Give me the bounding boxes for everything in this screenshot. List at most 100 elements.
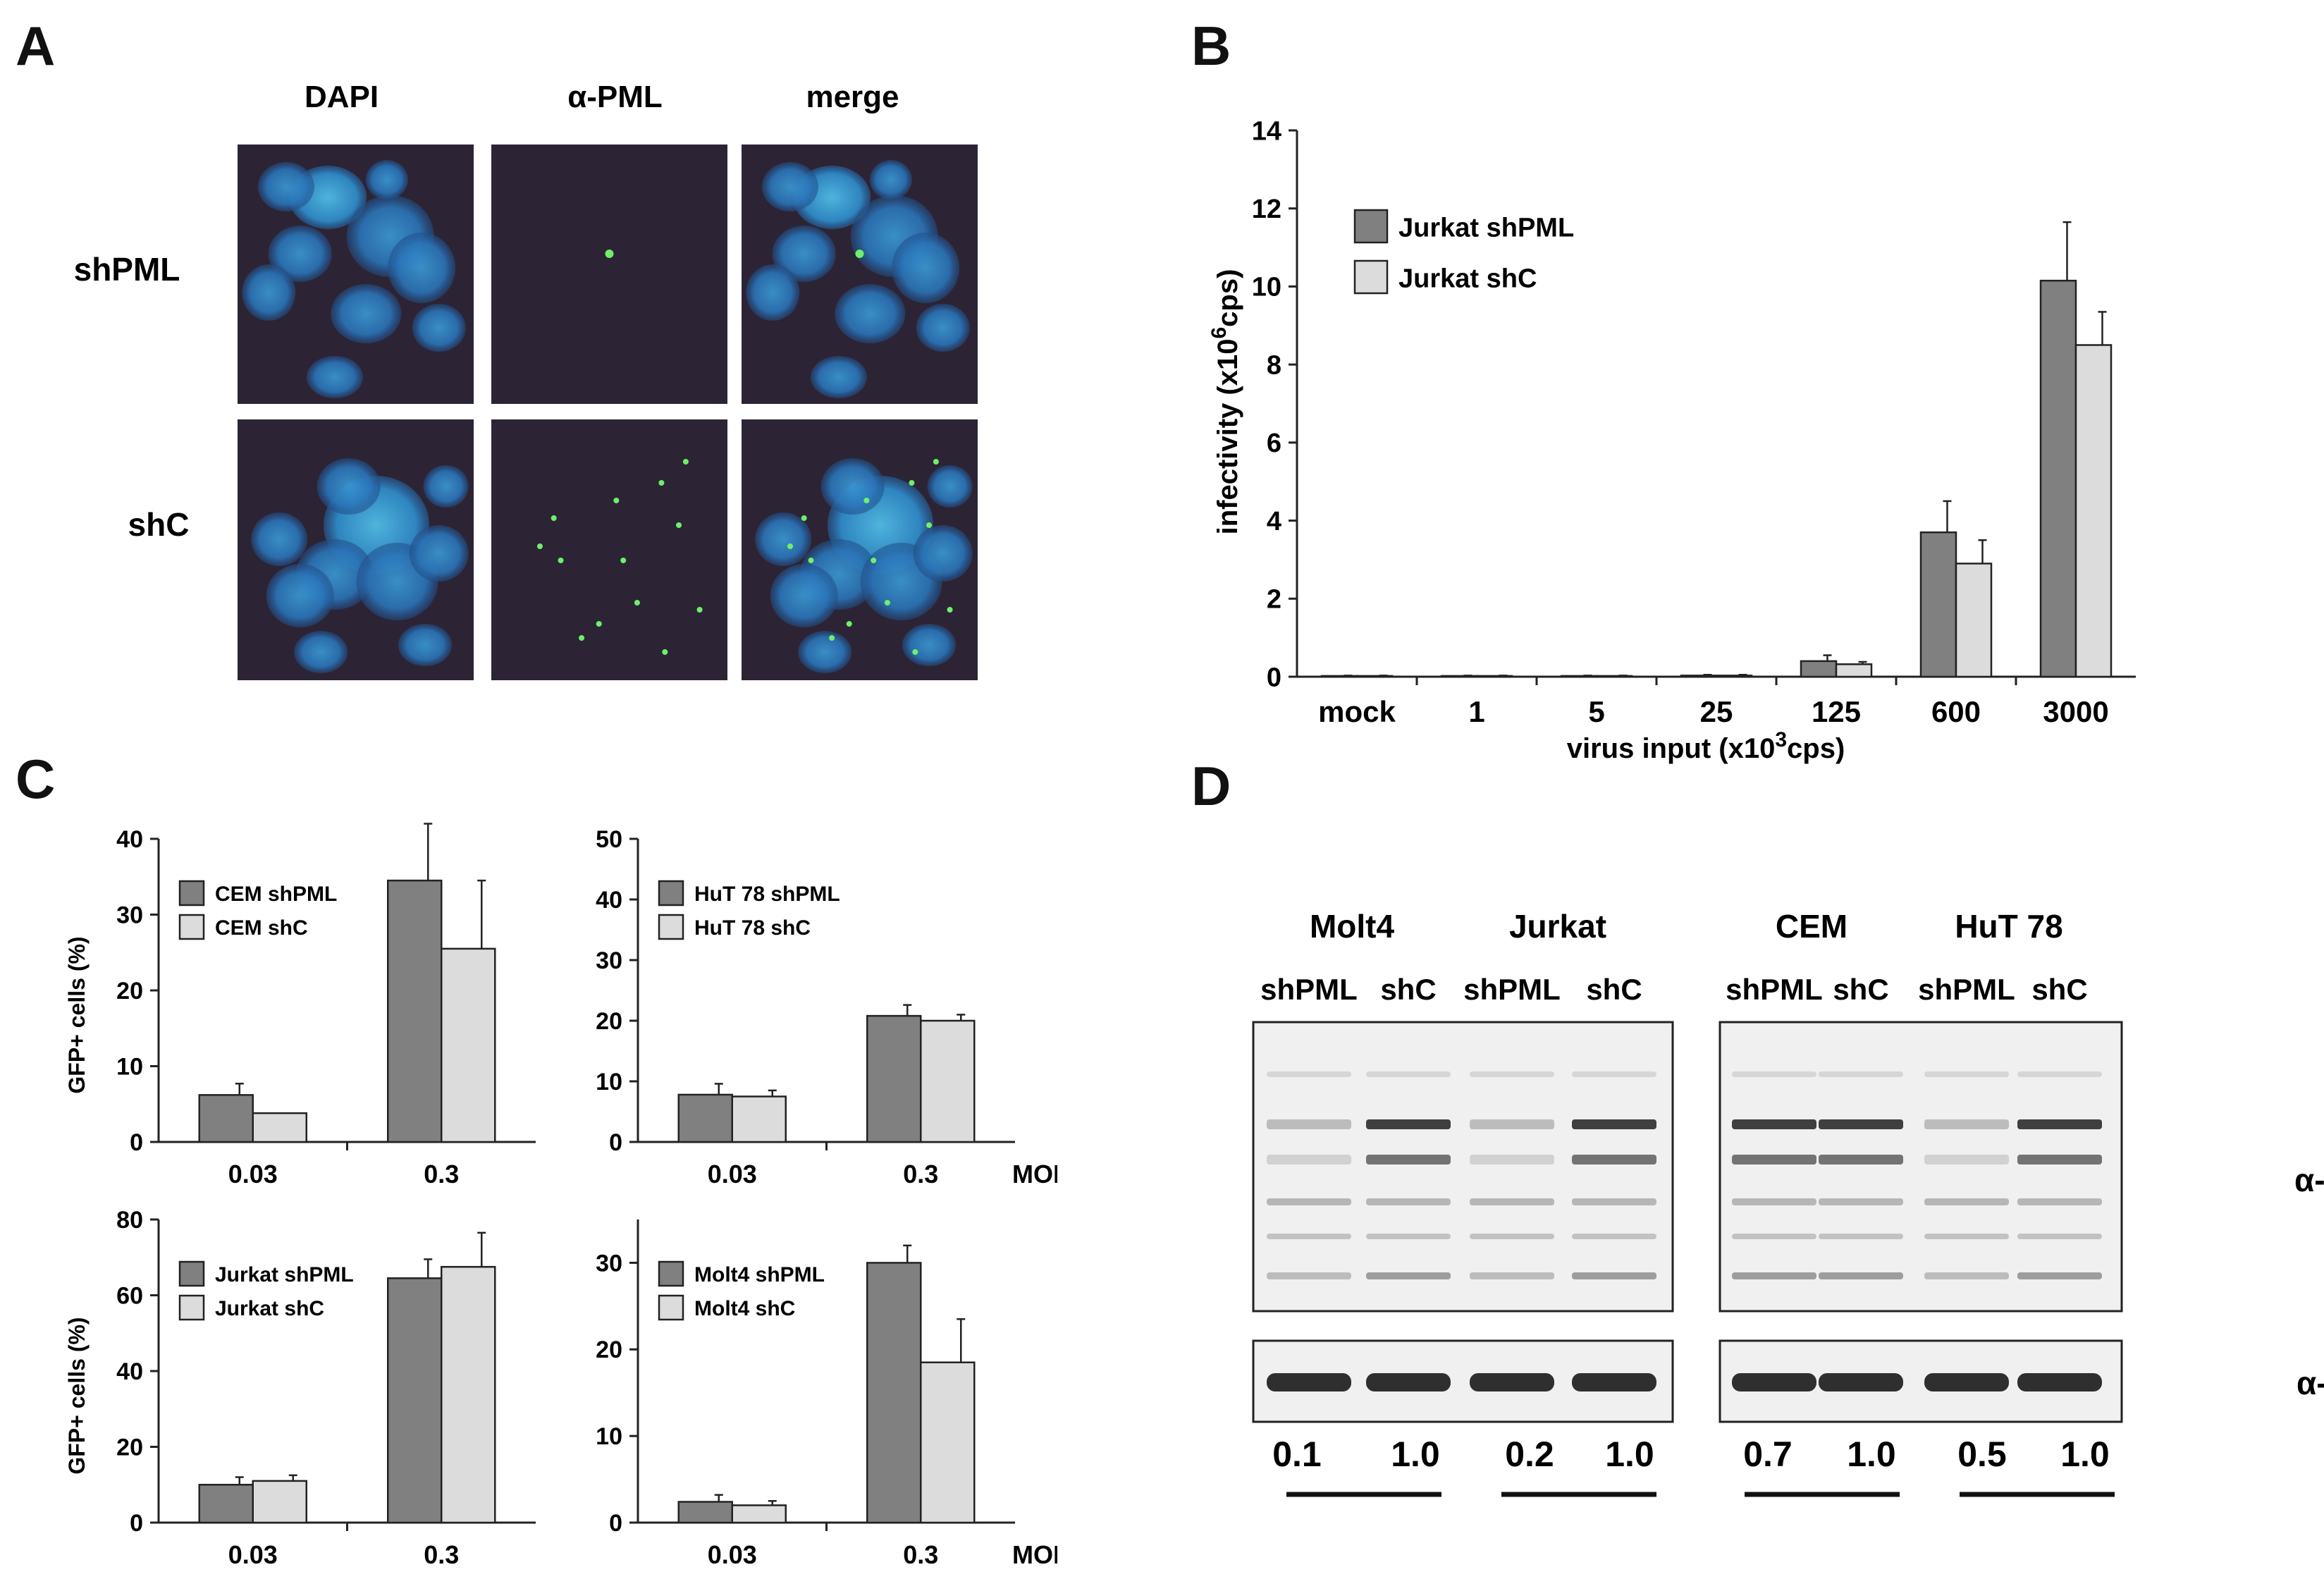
panel-b-bar-chart: 0 2 4 6 8 10 12 14 mock 1 5 25 125 600 3000 Jurkat shPM…	[1207, 116, 2136, 764]
panel-d-western-blot: Molt4 Jurkat CEM HuT 78 shPML shC shPML shC shPM…	[1252, 908, 2324, 1497]
y-tick-label: 2	[1267, 585, 1281, 615]
pml-blot-box	[1252, 1021, 1674, 1313]
x-tick-label: 5	[1588, 695, 1604, 728]
nucleus-cell	[331, 284, 402, 343]
col-header-0: DAPI	[305, 80, 379, 114]
blot-band	[1572, 1155, 1656, 1165]
bar-jurkat-shc	[1955, 563, 1993, 678]
bar-hut-78-shc	[920, 1019, 976, 1143]
blot-band	[1267, 1198, 1351, 1205]
y-tick-label: 80	[116, 1207, 143, 1234]
legend-label: Jurkat shC	[1398, 264, 1537, 294]
lane-label: shPML	[1726, 973, 1823, 1006]
blot-band	[1366, 1119, 1451, 1129]
blot-band	[1819, 1155, 1903, 1165]
blot-band	[2017, 1155, 2102, 1165]
blot-band	[1267, 1119, 1351, 1129]
pml-focus-dot	[863, 498, 870, 503]
bar-jurkat-shc	[1595, 675, 1633, 678]
nucleus-cell	[388, 233, 456, 303]
gapdh-band	[1572, 1373, 1656, 1391]
blot-band	[2017, 1272, 2102, 1279]
nucleus-cell	[902, 624, 957, 666]
ratio-value: 0.7	[1743, 1434, 1793, 1474]
micrograph-r0-c1	[491, 145, 727, 404]
bar-hut-78-shpml	[866, 1014, 922, 1143]
bar-cem-shpml	[387, 879, 443, 1143]
blot-band	[1572, 1198, 1656, 1205]
blot-band	[1366, 1272, 1451, 1279]
legend-swatch	[178, 1294, 205, 1321]
y-tick-label: 6	[1267, 429, 1281, 458]
gapdh-band	[1819, 1373, 1903, 1391]
legend-swatch	[178, 880, 205, 907]
blot-band	[1572, 1119, 1656, 1129]
col-header-1: α-PML	[567, 80, 663, 114]
pml-focus-dot	[605, 250, 614, 258]
bar-jurkat-shc	[1355, 675, 1394, 678]
lane-label: shC	[1833, 973, 1888, 1006]
blot-band	[1819, 1198, 1903, 1205]
x-tick-label: 0.03	[228, 1540, 278, 1569]
blot-band	[1732, 1272, 1816, 1279]
x-tick-label: 600	[1931, 695, 1981, 728]
y-tick-label: 14	[1252, 116, 1281, 146]
nucleus-cell	[423, 465, 469, 508]
nucleus-cell	[294, 631, 348, 673]
nucleus-cell	[761, 162, 818, 211]
legend-swatch	[658, 1260, 684, 1287]
blot-label-pml: α-PML	[2294, 1162, 2324, 1198]
y-tick-label: 30	[596, 947, 622, 974]
y-axis-label: GFP+ cells (%)	[64, 936, 90, 1093]
blot-band	[1819, 1071, 1903, 1077]
group-label: HuT 78	[1955, 908, 2062, 945]
y-tick-label: 30	[596, 1250, 622, 1277]
group-label: CEM	[1776, 908, 1847, 945]
pml-focus-dot	[658, 480, 665, 486]
gapdh-band	[1267, 1373, 1351, 1391]
x-tick-label: 0.3	[424, 1540, 459, 1569]
y-tick-label: 40	[116, 1358, 143, 1385]
y-axis-label: infectivity (x106cps)	[1207, 269, 1243, 535]
bar-hut-78-shpml	[677, 1093, 733, 1143]
y-tick-label: 4	[1267, 507, 1281, 536]
bar-jurkat-shc	[1835, 663, 1873, 678]
blot-band	[1470, 1198, 1554, 1205]
lane-label: shC	[2031, 973, 2087, 1006]
legend-swatch	[178, 1260, 205, 1287]
blot-band	[1572, 1071, 1656, 1077]
ratio-value: 0.1	[1272, 1434, 1322, 1474]
nucleus-cell	[869, 160, 912, 199]
pml-blot-box	[1719, 1021, 2123, 1313]
y-tick-label: 50	[596, 826, 622, 853]
pml-focus-dot	[912, 649, 918, 655]
y-tick-label: 0	[130, 1510, 143, 1537]
y-tick-label: 0	[1267, 663, 1281, 692]
bar-cem-shc	[441, 947, 496, 1143]
pml-focus-dot	[829, 635, 835, 641]
legend-swatch	[178, 914, 205, 940]
y-tick-label: 40	[116, 826, 143, 853]
blot-band	[1470, 1071, 1554, 1077]
blot-band	[1924, 1198, 2009, 1205]
blot-band	[1366, 1234, 1451, 1239]
y-tick-label: 10	[116, 1053, 143, 1080]
blot-band	[1819, 1119, 1903, 1129]
pml-focus-dot	[947, 607, 953, 613]
blot-band	[2017, 1071, 2102, 1077]
pml-focus-dot	[808, 558, 814, 563]
nucleus-cell	[835, 284, 906, 343]
lane-label: shPML	[1918, 973, 2015, 1006]
pml-focus-dot	[620, 558, 627, 563]
legend-label: Jurkat shC	[215, 1297, 324, 1320]
y-tick-label: 0	[130, 1129, 143, 1156]
x-tick-label: 0.3	[903, 1540, 938, 1569]
nucleus-cell	[251, 512, 308, 566]
bar-molt4-shpml	[866, 1262, 922, 1524]
panel-c-chart-jurkat: 0 20 40 60 80 0.03 0.3 Jurkat shPML Jurkat shC GF…	[64, 1207, 536, 1569]
bar-jurkat-shpml	[1680, 675, 1718, 678]
bar-jurkat-shc	[1475, 675, 1513, 678]
y-tick-label: 10	[596, 1069, 622, 1095]
pml-focus-dot	[676, 522, 682, 528]
nucleus-cell	[892, 233, 960, 303]
